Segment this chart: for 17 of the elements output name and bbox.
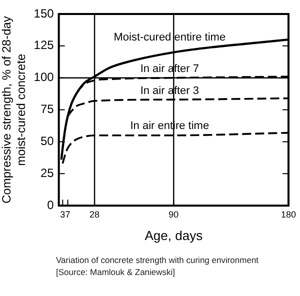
text: Variation of concrete strength with curing environment bbox=[56, 254, 260, 266]
x-tick-label: 7 bbox=[65, 209, 70, 220]
series-label: Moist-cured entire time bbox=[114, 32, 226, 44]
y-tick-label: 150 bbox=[34, 6, 54, 20]
y-tick-label: 0 bbox=[47, 198, 54, 212]
y-tick-label: 25 bbox=[40, 166, 54, 180]
x-tick-label: 3 bbox=[60, 209, 66, 220]
x-tick-label: 28 bbox=[90, 209, 100, 220]
y-tick-label: 50 bbox=[40, 134, 54, 148]
y-tick-label: 100 bbox=[34, 70, 54, 84]
x-tick-label: 180 bbox=[280, 209, 296, 220]
x-tick-label: 90 bbox=[168, 209, 179, 220]
y-tick-label: 125 bbox=[34, 38, 54, 52]
x-axis-title: Age, days bbox=[144, 228, 204, 243]
y-tick-label: 75 bbox=[40, 102, 54, 116]
text: [Source: Mamlouk & Zaniewski] bbox=[56, 266, 176, 278]
y-axis-title: Compressive strength, % of 28-day moist-cured concrete bbox=[0, 16, 28, 204]
